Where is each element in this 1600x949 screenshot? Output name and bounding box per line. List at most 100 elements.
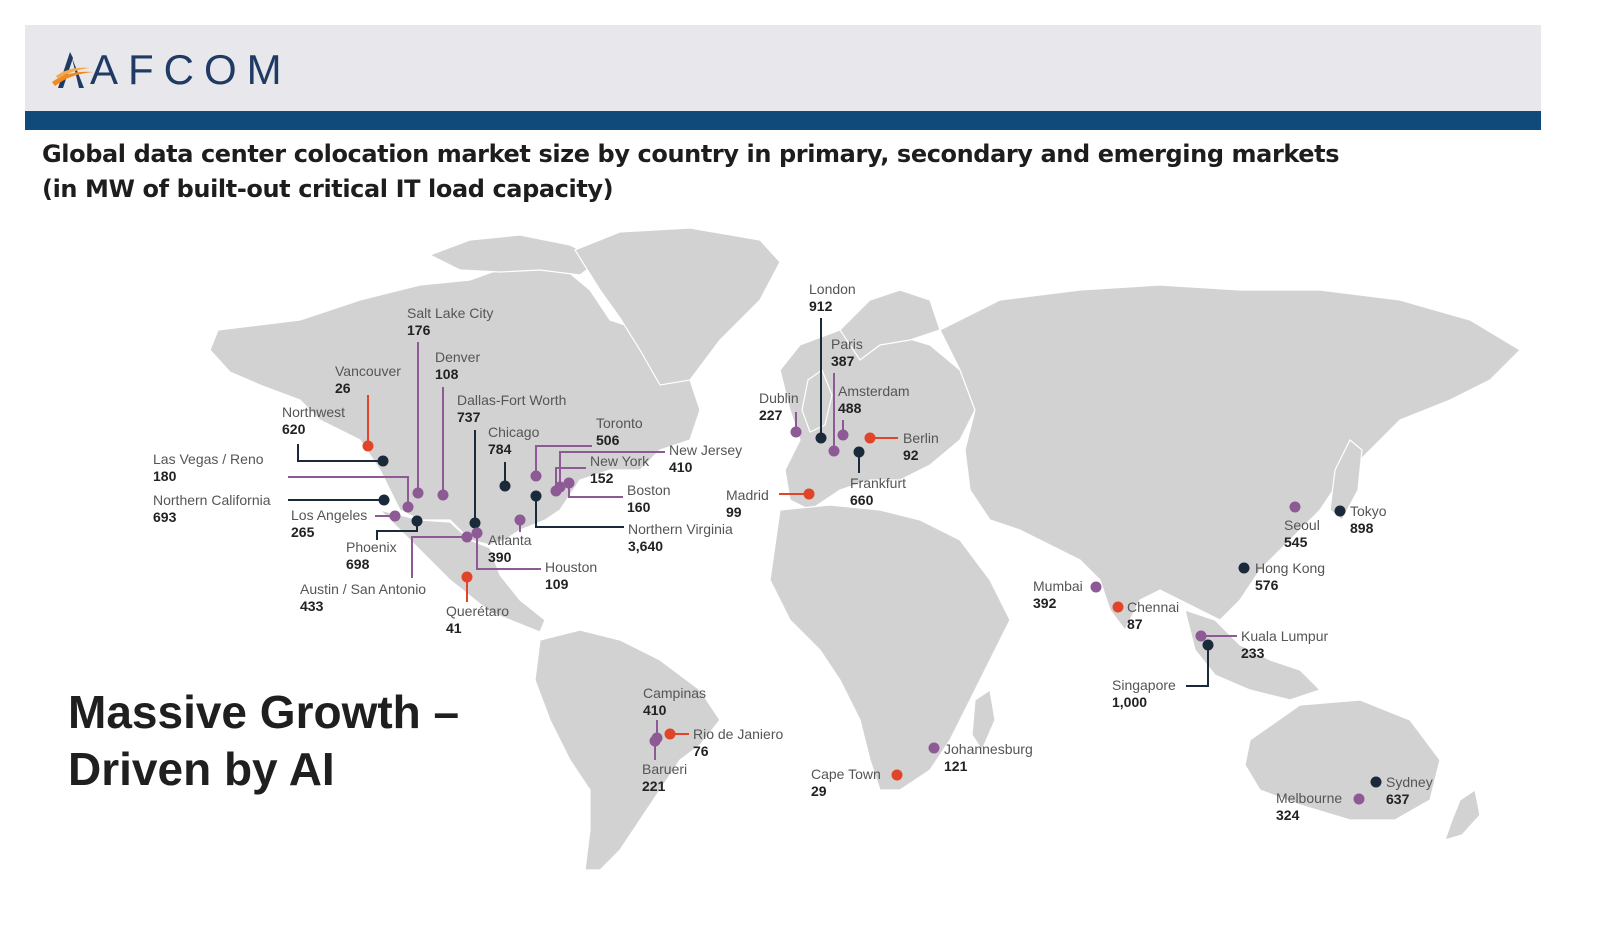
land-asia — [939, 284, 1521, 632]
land-australia — [1244, 699, 1441, 821]
capacity-value-dallas-fort-worth: 737 — [457, 409, 481, 425]
capacity-value-northern-virginia: 3,640 — [628, 538, 663, 554]
capacity-value-austin-san-antonio: 433 — [300, 598, 324, 614]
capacity-value-cape-town: 29 — [811, 783, 827, 799]
marker-vancouver — [362, 440, 374, 452]
marker-barueri — [649, 735, 661, 747]
city-label-amsterdam: Amsterdam — [838, 383, 910, 399]
capacity-value-campinas: 410 — [643, 702, 667, 718]
marker-london — [815, 432, 827, 444]
marker-kuala-lumpur — [1195, 630, 1207, 642]
capacity-value-northern-california: 693 — [153, 509, 177, 525]
marker-phoenix — [411, 515, 423, 527]
chart-subtitle: (in MW of built-out critical IT load cap… — [42, 175, 614, 203]
city-label-los-angeles: Los Angeles — [291, 507, 367, 523]
leader-line-northern-virginia — [535, 496, 624, 528]
marker-denver — [437, 489, 449, 501]
capacity-value-quer-taro: 41 — [446, 620, 462, 636]
city-label-mumbai: Mumbai — [1033, 578, 1083, 594]
capacity-value-madrid: 99 — [726, 504, 742, 520]
capacity-value-sydney: 637 — [1386, 791, 1410, 807]
city-label-madrid: Madrid — [726, 487, 769, 503]
capacity-value-kuala-lumpur: 233 — [1241, 645, 1265, 661]
city-label-houston: Houston — [545, 559, 597, 575]
capacity-value-berlin: 92 — [903, 447, 919, 463]
city-label-dublin: Dublin — [759, 390, 799, 406]
marker-northern-california — [378, 494, 390, 506]
chart-title: Global data center colocation market siz… — [42, 140, 1340, 168]
capacity-value-paris: 387 — [831, 353, 855, 369]
headline-line1: Massive Growth – — [68, 686, 460, 738]
marker-frankfurt — [853, 446, 865, 458]
capacity-value-new-york: 152 — [590, 470, 614, 486]
marker-dublin — [790, 426, 802, 438]
capacity-value-northwest: 620 — [282, 421, 306, 437]
capacity-value-frankfurt: 660 — [850, 492, 874, 508]
city-label-vancouver: Vancouver — [335, 363, 401, 379]
marker-northwest — [377, 455, 389, 467]
capacity-value-los-angeles: 265 — [291, 524, 315, 540]
city-label-melbourne: Melbourne — [1276, 790, 1342, 806]
marker-houston — [471, 527, 483, 539]
land-mexico-central-america — [378, 508, 546, 633]
city-label-tokyo: Tokyo — [1350, 503, 1387, 519]
city-label-austin-san-antonio: Austin / San Antonio — [300, 581, 426, 597]
marker-las-vegas-reno — [402, 501, 414, 513]
marker-salt-lake-city — [412, 487, 424, 499]
marker-boston — [563, 477, 575, 489]
city-label-denver: Denver — [435, 349, 480, 365]
capacity-value-barueri: 221 — [642, 778, 666, 794]
city-label-atlanta: Atlanta — [488, 532, 532, 548]
capacity-value-rio-de-janiero: 76 — [693, 743, 709, 759]
leader-line-las-vegas-reno — [288, 476, 409, 507]
city-label-campinas: Campinas — [643, 685, 706, 701]
marker-hong-kong — [1238, 562, 1250, 574]
marker-mumbai — [1090, 581, 1102, 593]
marker-northern-virginia — [530, 490, 542, 502]
leader-line-houston — [476, 533, 541, 570]
capacity-value-vancouver: 26 — [335, 380, 351, 396]
capacity-value-phoenix: 698 — [346, 556, 370, 572]
marker-amsterdam — [837, 429, 849, 441]
capacity-value-amsterdam: 488 — [838, 400, 862, 416]
city-label-northern-virginia: Northern Virginia — [628, 521, 733, 537]
marker-paris — [828, 445, 840, 457]
city-label-toronto: Toronto — [596, 415, 643, 431]
marker-rio-de-janiero — [664, 728, 676, 740]
capacity-value-chicago: 784 — [488, 441, 512, 457]
marker-quer-taro — [461, 571, 473, 583]
city-label-barueri: Barueri — [642, 761, 687, 777]
city-label-rio-de-janiero: Rio de Janiero — [693, 726, 783, 742]
capacity-value-las-vegas-reno: 180 — [153, 468, 177, 484]
land-africa — [769, 504, 1011, 791]
city-label-new-york: New York — [590, 453, 650, 469]
marker-singapore — [1202, 639, 1214, 651]
city-label-kuala-lumpur: Kuala Lumpur — [1241, 628, 1329, 644]
city-label-las-vegas-reno: Las Vegas / Reno — [153, 451, 264, 467]
logo-wordmark: AFCOM — [90, 46, 292, 93]
afcom-swoosh-icon — [52, 52, 94, 88]
capacity-value-melbourne: 324 — [1276, 807, 1300, 823]
city-label-chicago: Chicago — [488, 424, 540, 440]
capacity-value-boston: 160 — [627, 499, 651, 515]
land-masses — [209, 227, 1521, 871]
capacity-value-dublin: 227 — [759, 407, 783, 423]
marker-atlanta — [514, 514, 526, 526]
city-label-london: London — [809, 281, 856, 297]
city-label-northwest: Northwest — [282, 404, 345, 420]
city-label-dallas-fort-worth: Dallas-Fort Worth — [457, 392, 566, 408]
leader-line-new-jersey — [559, 451, 665, 487]
capacity-value-hong-kong: 576 — [1255, 577, 1279, 593]
land-japan — [1329, 439, 1363, 521]
capacity-value-denver: 108 — [435, 366, 459, 382]
city-label-northern-california: Northern California — [153, 492, 271, 508]
city-label-phoenix: Phoenix — [346, 539, 397, 555]
marker-tokyo — [1334, 505, 1346, 517]
header-banner — [25, 25, 1541, 111]
marker-johannesburg — [928, 742, 940, 754]
city-label-frankfurt: Frankfurt — [850, 475, 906, 491]
city-label-singapore: Singapore — [1112, 677, 1176, 693]
marker-austin-san-antonio — [461, 531, 473, 543]
marker-cape-town — [891, 769, 903, 781]
city-label-chennai: Chennai — [1127, 599, 1179, 615]
